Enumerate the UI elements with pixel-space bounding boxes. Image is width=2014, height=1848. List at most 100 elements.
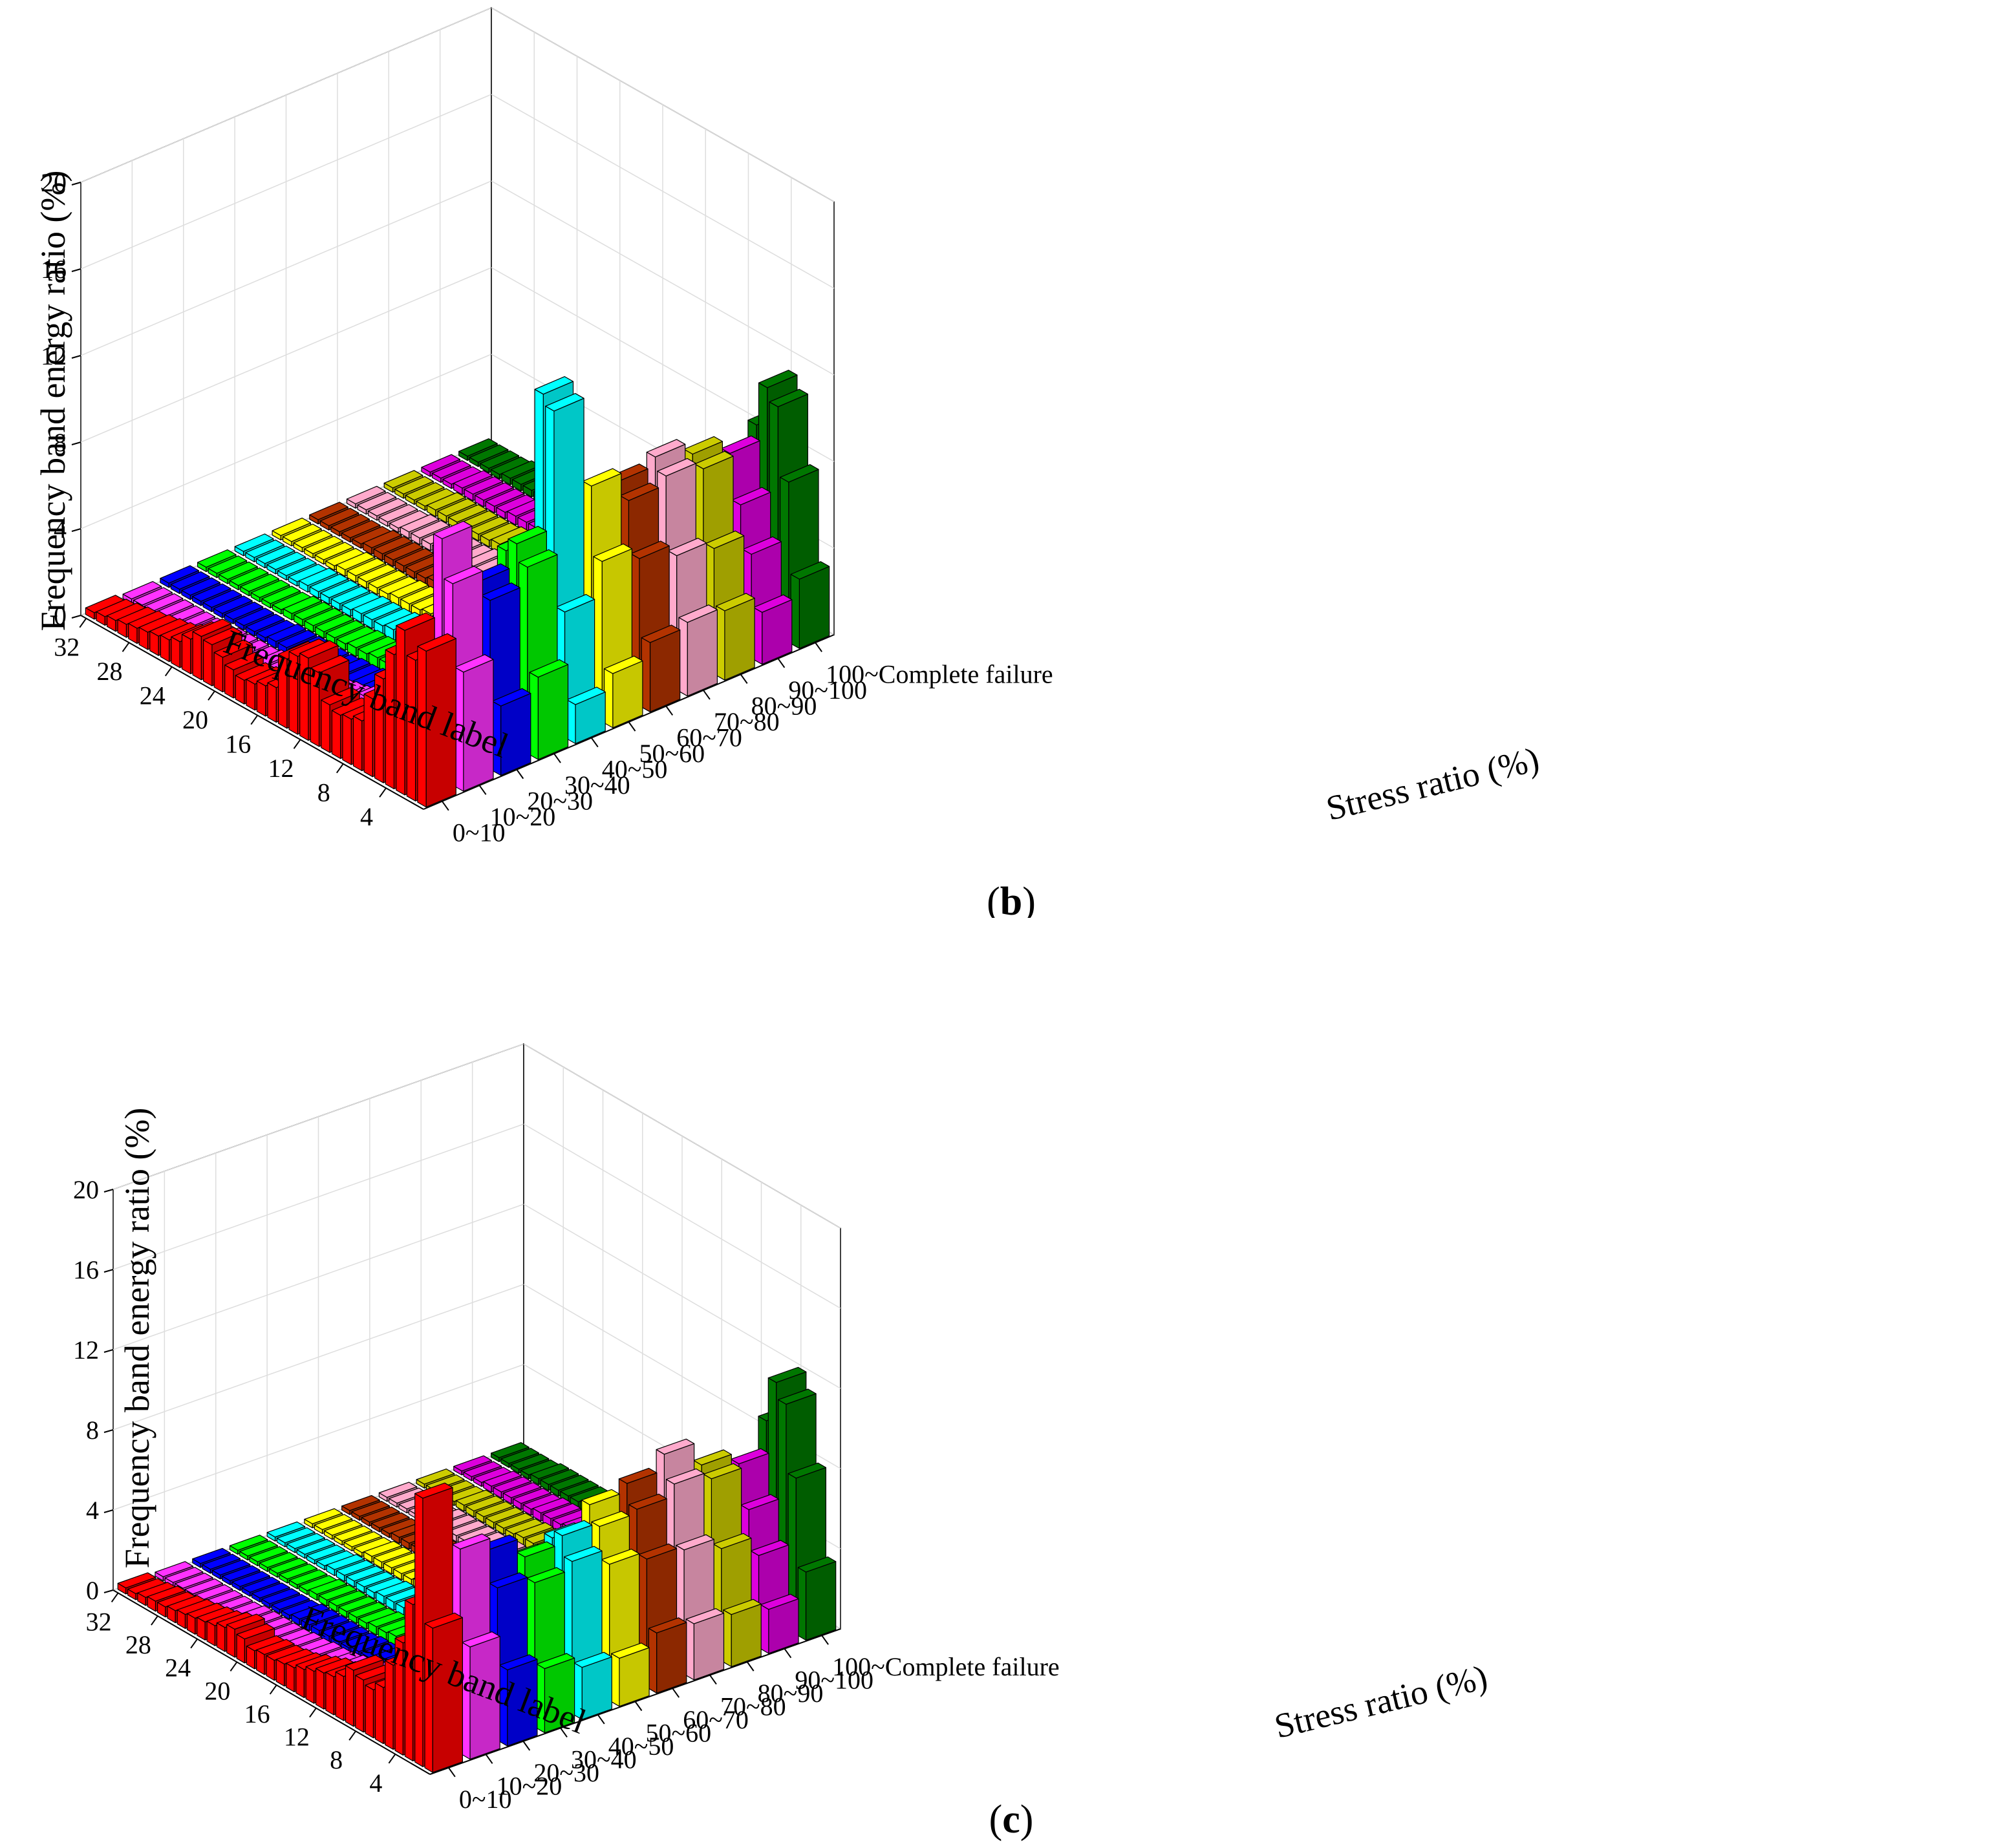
x-tick bbox=[269, 1684, 277, 1695]
chart-c-ylabel: Stress ratio (%) bbox=[1270, 1657, 1491, 1746]
x-tick-label: 24 bbox=[165, 1653, 191, 1683]
y-tick-label: 40~50 bbox=[602, 755, 668, 784]
z-tick-label: 12 bbox=[73, 1335, 99, 1365]
z-tick bbox=[103, 1349, 114, 1353]
z-tick bbox=[103, 1269, 114, 1273]
bar bbox=[678, 604, 718, 697]
y-tick-label: 100~Complete failure bbox=[826, 659, 1053, 688]
z-tick-label: 16 bbox=[73, 1255, 99, 1284]
y-tick-label: 100~Complete failure bbox=[832, 1652, 1060, 1681]
z-tick bbox=[103, 1589, 114, 1593]
x-tick bbox=[164, 666, 173, 677]
x-tick bbox=[293, 739, 301, 749]
bar bbox=[462, 1631, 500, 1760]
y-tick-label: 70~80 bbox=[714, 707, 780, 736]
y-tick bbox=[709, 1675, 717, 1685]
y-tick-label: 90~100 bbox=[795, 1666, 873, 1695]
z-tick bbox=[71, 182, 81, 186]
chart-panel-b: 0 4 8 12 16 20 32 28 24 20 16 12 8 4 0~10 10~20 20~30 30~… bbox=[0, 0, 2014, 918]
x-tick bbox=[250, 715, 259, 725]
z-tick-label: 16 bbox=[41, 255, 67, 284]
x-tick bbox=[208, 690, 215, 701]
y-tick bbox=[522, 1741, 531, 1751]
panel-label-c: (c) bbox=[989, 1798, 1034, 1842]
z-tick-label: 4 bbox=[86, 1496, 99, 1525]
x-tick bbox=[79, 618, 87, 628]
x-tick-label: 28 bbox=[97, 657, 123, 686]
z-tick-label: 8 bbox=[86, 1416, 99, 1445]
chart-b-ylabel: Stress ratio (%) bbox=[1322, 739, 1543, 828]
y-tick-label: 60~70 bbox=[683, 1705, 749, 1734]
bar bbox=[790, 561, 830, 649]
y-tick bbox=[784, 1648, 792, 1659]
z-tick-label: 8 bbox=[54, 428, 67, 457]
x-tick-label: 32 bbox=[86, 1607, 112, 1636]
z-tick-label: 20 bbox=[41, 168, 67, 197]
x-tick-label: 16 bbox=[244, 1699, 270, 1728]
x-tick-label: 28 bbox=[125, 1630, 151, 1659]
z-tick bbox=[103, 1189, 114, 1193]
x-tick bbox=[230, 1661, 238, 1672]
y-tick bbox=[485, 1754, 493, 1764]
y-tick bbox=[746, 1661, 755, 1672]
x-tick-label: 20 bbox=[182, 705, 208, 734]
bar bbox=[536, 1653, 575, 1734]
y-tick-label: 80~90 bbox=[758, 1679, 824, 1708]
x-tick bbox=[309, 1707, 317, 1718]
x-tick bbox=[379, 787, 387, 798]
chart-c-zlabel: Frequency band energy ratio (%) bbox=[118, 1108, 156, 1569]
y-tick bbox=[665, 705, 674, 716]
y-tick-label: 70~80 bbox=[720, 1692, 786, 1721]
x-tick-label: 4 bbox=[360, 802, 373, 831]
bar bbox=[491, 688, 531, 776]
y-tick bbox=[703, 690, 711, 700]
x-tick-label: 4 bbox=[369, 1768, 382, 1798]
y-tick-label: 50~60 bbox=[639, 739, 705, 768]
y-tick bbox=[590, 737, 599, 748]
bar bbox=[424, 1612, 464, 1773]
y-tick-label: 30~40 bbox=[571, 1745, 637, 1774]
back-wall-left bbox=[112, 1043, 524, 1591]
y-tick-label: 60~70 bbox=[676, 723, 742, 752]
z-tick bbox=[71, 528, 81, 532]
z-tick-label: 20 bbox=[73, 1175, 99, 1204]
z-tick bbox=[71, 615, 81, 619]
y-tick-label: 90~100 bbox=[788, 675, 867, 705]
bar bbox=[641, 624, 681, 712]
x-tick-label: 8 bbox=[317, 778, 330, 807]
y-tick bbox=[553, 753, 561, 763]
x-tick bbox=[111, 1592, 119, 1603]
bar bbox=[498, 1654, 538, 1747]
bar bbox=[603, 655, 643, 728]
bar bbox=[417, 633, 456, 808]
bar bbox=[454, 654, 494, 792]
x-tick bbox=[122, 642, 130, 652]
back-wall-left bbox=[80, 6, 492, 617]
x-tick bbox=[348, 1730, 356, 1741]
bar bbox=[716, 593, 755, 681]
x-tick-label: 20 bbox=[204, 1676, 230, 1705]
x-tick-label: 32 bbox=[54, 633, 80, 662]
y-tick bbox=[740, 674, 748, 684]
z-tick bbox=[103, 1509, 114, 1513]
bar bbox=[753, 594, 793, 665]
y-tick bbox=[672, 1688, 680, 1698]
chart-b-zlabel: Frequency band energy ratio (%) bbox=[34, 171, 72, 632]
y-tick bbox=[448, 1767, 456, 1778]
y-tick-label: 10~20 bbox=[497, 1771, 562, 1800]
z-tick-label: 4 bbox=[54, 515, 67, 544]
y-tick-label: 80~90 bbox=[751, 691, 817, 720]
y-tick bbox=[815, 642, 822, 652]
y-tick bbox=[628, 721, 636, 732]
y-tick-label: 20~30 bbox=[527, 787, 593, 816]
series-0-10 bbox=[85, 595, 456, 808]
y-tick-label: 0~10 bbox=[453, 818, 506, 847]
y-tick-label: 0~10 bbox=[459, 1785, 512, 1814]
bar bbox=[760, 1593, 799, 1654]
y-tick-label: 10~20 bbox=[490, 802, 556, 831]
z-tick bbox=[71, 355, 81, 359]
x-axis-line bbox=[112, 1589, 431, 1775]
z-tick-label: 0 bbox=[86, 1576, 99, 1605]
series-0-10 bbox=[117, 1482, 464, 1773]
y-tick-label: 30~40 bbox=[564, 770, 630, 800]
